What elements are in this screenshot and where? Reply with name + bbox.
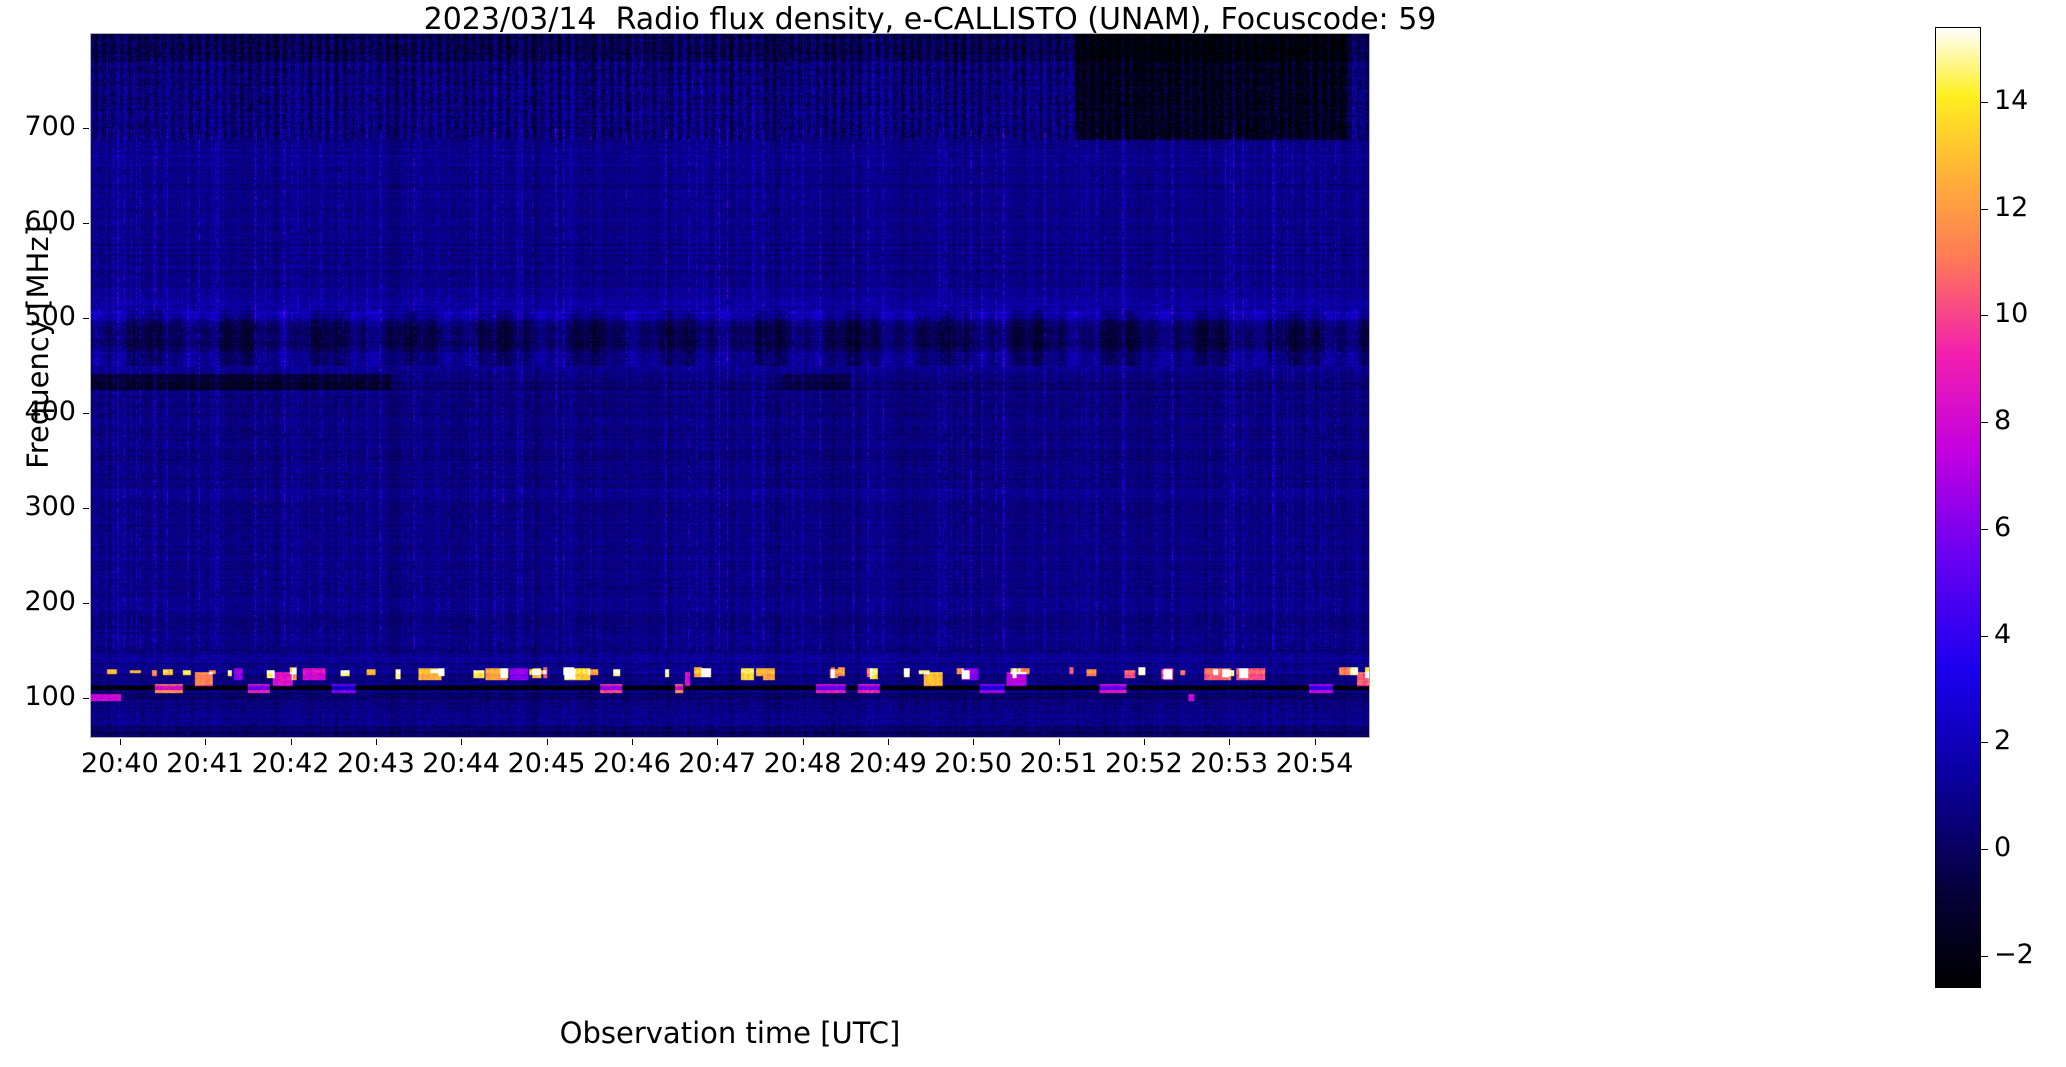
- x-tick-label-20-44: 20:44: [422, 748, 501, 779]
- y-tick-mark: [83, 698, 89, 699]
- x-tick-mark: [120, 739, 121, 745]
- x-tick-label-20-41: 20:41: [166, 748, 245, 779]
- x-tick-mark: [1144, 739, 1145, 745]
- colorbar-tick-label-2: 2: [1994, 725, 2012, 757]
- x-tick-label-20-53: 20:53: [1190, 748, 1269, 779]
- figure-title: 2023/03/14 Radio flux density, e-CALLIST…: [423, 2, 1437, 37]
- x-axis-label: Observation time [UTC]: [559, 1016, 901, 1050]
- spectrogram-axes: [90, 33, 1370, 738]
- x-tick-mark: [717, 739, 718, 745]
- colorbar-tick-label-8: 14: [1994, 84, 2029, 116]
- x-tick-mark: [205, 739, 206, 745]
- x-tick-label-20-49: 20:49: [848, 748, 927, 779]
- y-tick-label-400: 400: [24, 396, 76, 428]
- x-tick-label-20-43: 20:43: [336, 748, 415, 779]
- y-tick-mark: [83, 223, 89, 224]
- colorbar: [1935, 27, 1981, 988]
- x-tick-mark: [1315, 739, 1316, 745]
- x-tick-label-20-48: 20:48: [763, 748, 842, 779]
- x-tick-label-20-45: 20:45: [507, 748, 586, 779]
- x-tick-mark: [1229, 739, 1230, 745]
- colorbar-tick-label-3: 4: [1994, 618, 2012, 650]
- y-tick-label-600: 600: [24, 206, 76, 238]
- colorbar-gradient: [1936, 28, 1980, 987]
- y-tick-label-700: 700: [24, 111, 76, 142]
- colorbar-tick-mark: [1981, 102, 1988, 103]
- x-tick-mark: [547, 739, 548, 745]
- x-tick-label-20-46: 20:46: [592, 748, 671, 779]
- colorbar-tick-mark: [1981, 315, 1988, 316]
- y-tick-mark: [83, 413, 89, 414]
- colorbar-tick-mark: [1981, 742, 1988, 743]
- x-tick-label-20-40: 20:40: [80, 748, 159, 779]
- x-tick-mark: [376, 739, 377, 745]
- colorbar-tick-label-4: 6: [1994, 511, 2012, 543]
- x-tick-mark: [632, 739, 633, 745]
- y-tick-label-500: 500: [24, 301, 76, 333]
- colorbar-tick-label-0: −2: [1994, 938, 2034, 970]
- x-tick-label-20-54: 20:54: [1275, 748, 1354, 779]
- colorbar-tick-label-6: 10: [1994, 298, 2029, 330]
- y-tick-mark: [83, 508, 89, 509]
- y-tick-label-100: 100: [24, 681, 76, 713]
- x-tick-mark: [973, 739, 974, 745]
- x-tick-label-20-42: 20:42: [251, 748, 330, 779]
- colorbar-tick-mark: [1981, 529, 1988, 530]
- colorbar-tick-mark: [1981, 209, 1988, 210]
- colorbar-tick-mark: [1981, 422, 1988, 423]
- y-tick-mark: [83, 603, 89, 604]
- colorbar-tick-mark: [1981, 849, 1988, 850]
- x-tick-mark: [291, 739, 292, 745]
- colorbar-tick-label-5: 8: [1994, 405, 2012, 437]
- y-tick-mark: [83, 318, 89, 319]
- colorbar-tick-label-1: 0: [1994, 832, 2012, 864]
- colorbar-tick-mark: [1981, 636, 1988, 637]
- spectrogram-image: [91, 34, 1369, 737]
- y-tick-label-300: 300: [24, 491, 76, 523]
- y-tick-mark: [83, 128, 89, 129]
- x-tick-mark: [803, 739, 804, 745]
- y-tick-label-200: 200: [24, 586, 76, 618]
- colorbar-tick-mark: [1981, 956, 1988, 957]
- x-tick-mark: [888, 739, 889, 745]
- x-tick-label-20-52: 20:52: [1104, 748, 1183, 779]
- x-tick-mark: [1059, 739, 1060, 745]
- x-tick-label-20-47: 20:47: [678, 748, 757, 779]
- x-tick-label-20-50: 20:50: [934, 748, 1013, 779]
- colorbar-tick-label-7: 12: [1994, 191, 2029, 223]
- x-tick-mark: [461, 739, 462, 745]
- x-tick-label-20-51: 20:51: [1019, 748, 1098, 779]
